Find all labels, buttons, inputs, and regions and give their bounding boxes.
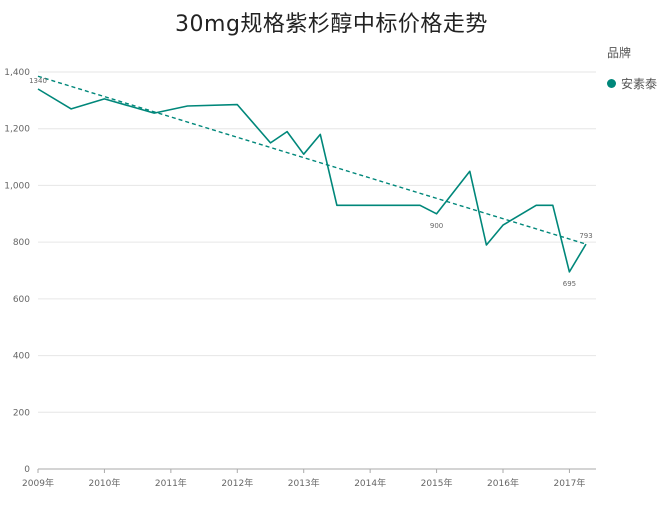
x-tick-label: 2009年: [22, 477, 54, 489]
y-tick-label: 400: [13, 352, 30, 362]
x-tick-label: 2016年: [487, 477, 519, 489]
series-layer: [37, 88, 587, 273]
axes: 0 200 400 600 800 1,000 1,200 1,400 2009年 2010年 20…: [4, 68, 596, 489]
y-tick-label: 1,400: [4, 68, 30, 78]
x-tick-label: 2014年: [354, 477, 386, 489]
x-tick-label: 2013年: [288, 477, 320, 489]
x-tick-label: 2010年: [88, 477, 120, 489]
y-tick-label: 200: [13, 408, 30, 418]
legend-title: 品牌: [607, 46, 632, 60]
data-label: 793: [579, 232, 592, 240]
x-tick-label: 2017年: [553, 477, 585, 489]
y-tick-label: 1,000: [4, 181, 30, 191]
x-tick-label: 2011年: [155, 477, 187, 489]
data-label: 1340: [29, 77, 47, 85]
y-tick-label: 600: [13, 295, 30, 305]
legend-marker: [607, 79, 616, 88]
grid-lines: [38, 71, 596, 413]
data-labels: 1340 900 695 793: [29, 77, 593, 288]
series-line: [37, 88, 587, 273]
legend-label: 安素泰: [621, 77, 658, 91]
x-tick-label: 2012年: [221, 477, 253, 489]
trendline: [37, 75, 587, 245]
x-tick-label: 2015年: [421, 477, 453, 489]
data-label: 695: [563, 280, 576, 288]
legend-item[interactable]: 安素泰: [607, 75, 657, 92]
y-tick-label: 0: [24, 465, 30, 475]
chart-title: 30mg规格紫杉醇中标价格走势: [175, 12, 488, 37]
trendline-layer: [37, 75, 587, 245]
y-tick-label: 1,200: [4, 125, 30, 135]
data-label: 900: [430, 222, 443, 230]
y-tick-label: 800: [13, 238, 30, 248]
